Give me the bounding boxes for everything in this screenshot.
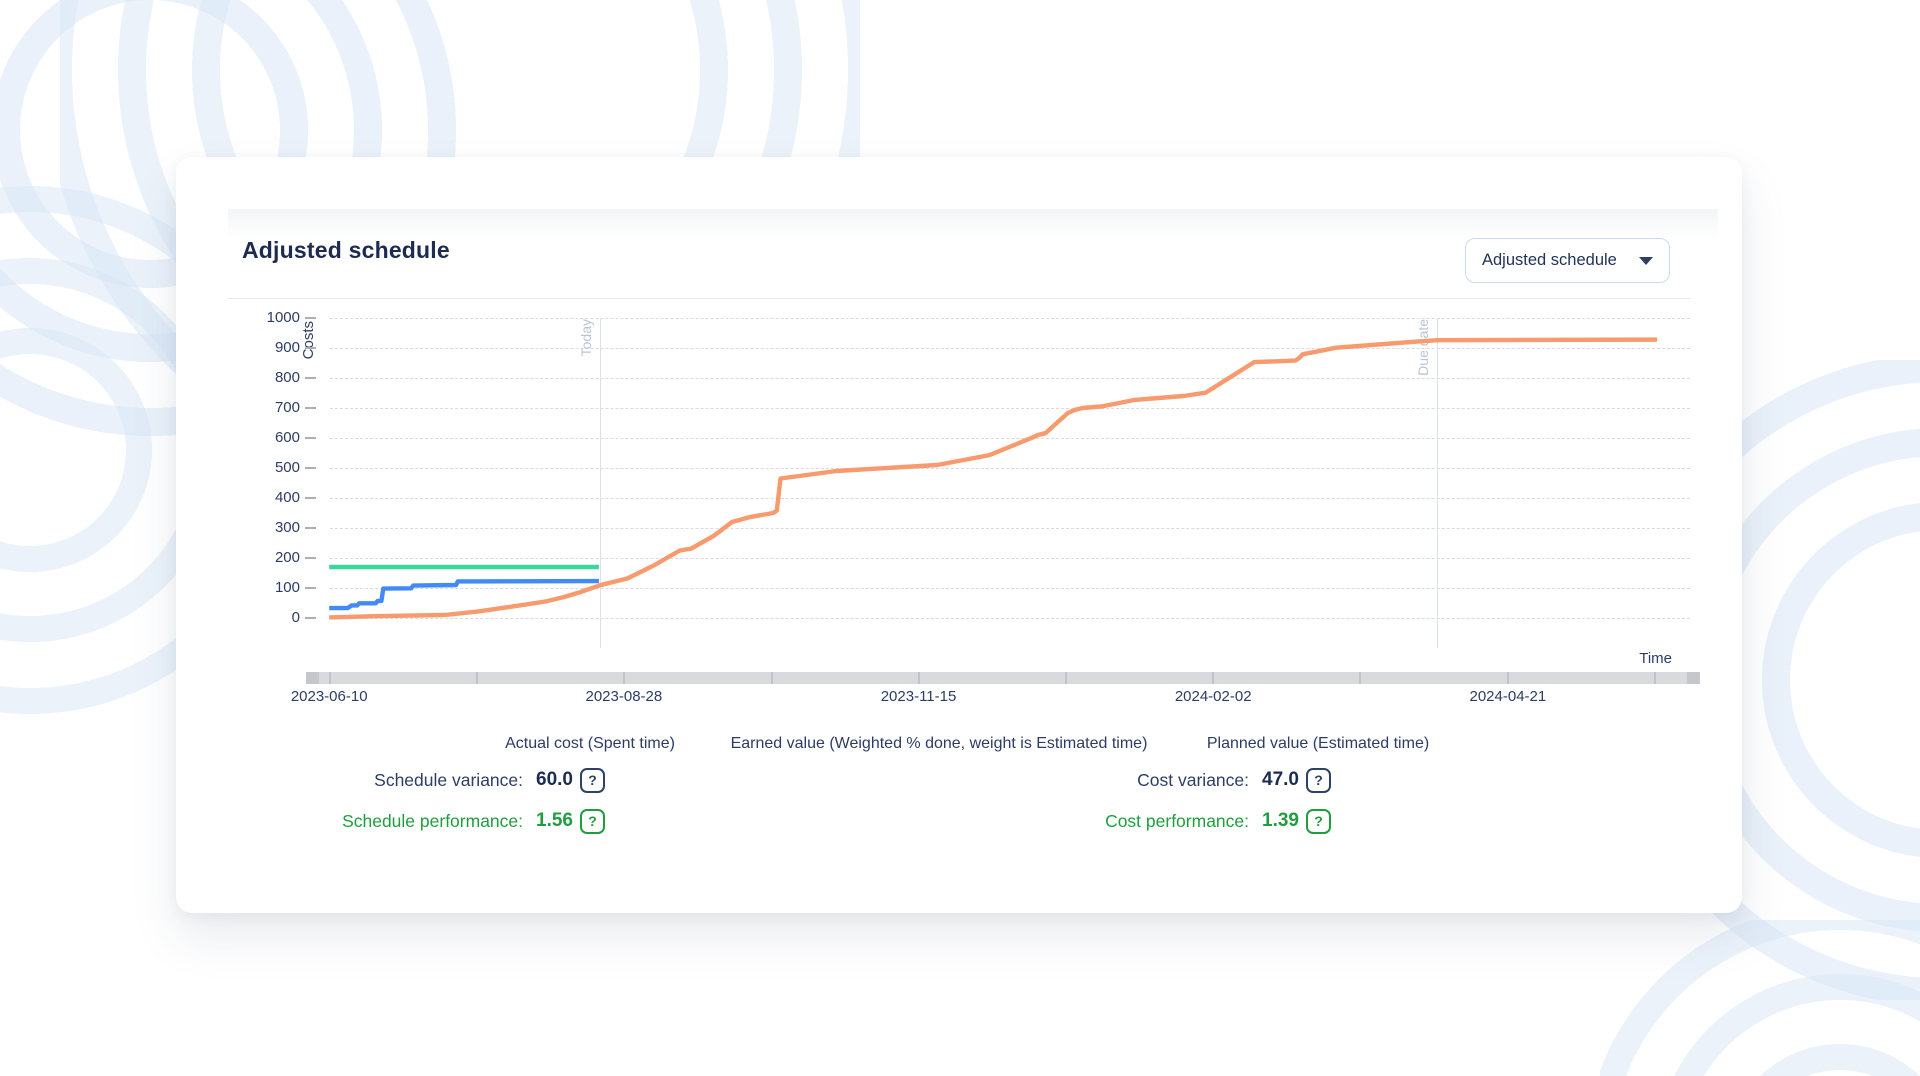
cost-stats: Cost variance: 47.0 ? Cost performance: … — [1105, 765, 1331, 836]
today-marker-label: Today — [577, 319, 594, 357]
scrollbar-tick — [917, 672, 920, 684]
y-axis-tick-mark — [305, 497, 316, 499]
gridline — [330, 558, 1690, 559]
chart-type-select[interactable]: Adjusted schedule — [1465, 238, 1670, 283]
chart-type-select-value: Adjusted schedule — [1482, 251, 1617, 269]
page-title: Adjusted schedule — [242, 237, 450, 263]
due-date-marker-line — [1437, 318, 1438, 648]
help-icon[interactable]: ? — [1306, 767, 1331, 793]
scrollbar-tick — [476, 672, 479, 684]
cost-performance-value: 1.39 — [1262, 810, 1299, 831]
legend-earned-value: Earned value (Weighted % done, weight is… — [730, 735, 1148, 752]
y-axis-tick-mark — [305, 437, 316, 439]
x-axis-tick-label: 2023-11-15 — [880, 688, 957, 705]
scrollbar-end-cap — [306, 672, 319, 684]
y-axis-tick-mark — [305, 347, 316, 349]
today-marker-line — [599, 318, 601, 648]
y-axis-tick-label: 300 — [274, 519, 300, 536]
gridline — [330, 468, 1690, 469]
y-axis-tick-label: 800 — [274, 369, 300, 386]
cost-performance-label: Cost performance: — [1105, 810, 1250, 831]
x-axis-tick-label: 2024-02-02 — [1174, 688, 1252, 705]
scrollbar-tick — [1359, 672, 1362, 684]
gridline — [330, 498, 1690, 499]
y-axis-tick-label: 1000 — [266, 309, 300, 326]
x-axis-tick-label: 2024-04-21 — [1469, 688, 1547, 705]
actual-cost-line — [329, 578, 599, 611]
legend-actual-cost: Actual cost (Spent time) — [505, 735, 675, 752]
scrollbar-tick — [1212, 672, 1215, 684]
scrollbar-tick — [623, 672, 626, 684]
header-gradient-strip — [228, 209, 1718, 239]
scrollbar-tick — [329, 672, 331, 684]
help-icon[interactable]: ? — [580, 767, 605, 793]
y-axis-tick-label: 900 — [274, 339, 300, 356]
y-axis-tick-label: 0 — [291, 609, 300, 626]
y-axis-tick-mark — [305, 587, 316, 589]
scrollbar-tick — [770, 672, 773, 684]
y-axis-tick-mark — [305, 317, 316, 319]
gridline — [330, 318, 1690, 319]
gridline — [330, 618, 1690, 619]
cost-performance-row: Cost performance: 1.39 ? — [1105, 806, 1331, 836]
legend-planned-value: Planned value (Estimated time) — [1206, 735, 1430, 752]
gridline — [330, 408, 1690, 409]
chart-horizontal-scrollbar[interactable] — [306, 672, 1700, 684]
scrollbar-end-cap — [1687, 672, 1700, 684]
schedule-variance-row: Schedule variance: 60.0 ? — [374, 765, 605, 795]
y-axis-tick-mark — [305, 557, 316, 559]
scrollbar-tick — [1653, 672, 1656, 684]
due-date-marker-label: Due date — [1415, 319, 1431, 376]
chevron-down-icon — [1639, 256, 1653, 265]
decorative-rings — [1600, 920, 1920, 1076]
schedule-performance-label: Schedule performance: — [342, 810, 524, 831]
help-icon[interactable]: ? — [1306, 808, 1331, 834]
y-axis-tick-mark — [305, 407, 316, 409]
gridline — [330, 348, 1690, 349]
cost-variance-row: Cost variance: 47.0 ? — [1137, 765, 1331, 795]
x-axis-title: Time — [1639, 650, 1672, 667]
schedule-performance-value: 1.56 — [536, 810, 573, 831]
y-axis-tick-mark — [305, 467, 316, 469]
y-axis-tick-mark — [305, 527, 316, 529]
y-axis-title: Costs — [300, 321, 317, 360]
y-axis-tick-label: 100 — [274, 579, 300, 596]
y-axis-tick-mark — [305, 377, 316, 379]
x-axis-tick-label: 2023-06-10 — [290, 688, 368, 705]
gridline — [330, 378, 1690, 379]
x-axis-tick-label: 2023-08-28 — [585, 688, 663, 705]
cost-variance-value: 47.0 — [1262, 769, 1299, 790]
cost-variance-label: Cost variance: — [1137, 769, 1250, 790]
gridline — [330, 438, 1690, 439]
schedule-stats: Schedule variance: 60.0 ? Schedule perfo… — [342, 765, 605, 836]
gridline — [330, 528, 1690, 529]
schedule-variance-label: Schedule variance: — [374, 769, 524, 790]
planned-value-line — [329, 337, 1658, 620]
help-icon[interactable]: ? — [580, 808, 605, 834]
gridline — [330, 588, 1690, 589]
y-axis-tick-label: 400 — [274, 489, 300, 506]
schedule-performance-row: Schedule performance: 1.56 ? — [342, 806, 605, 836]
y-axis-tick-label: 600 — [274, 429, 300, 446]
y-axis-tick-label: 700 — [274, 399, 300, 416]
evm-widget-card: Adjusted schedule Adjusted schedule Cost… — [176, 157, 1742, 913]
scrollbar-tick — [1506, 672, 1509, 684]
y-axis-tick-label: 200 — [274, 549, 300, 566]
scrollbar-tick — [1065, 672, 1067, 684]
y-axis-tick-label: 500 — [274, 459, 300, 476]
y-axis-tick-mark — [305, 617, 316, 619]
chart-top-border — [228, 298, 1691, 299]
schedule-variance-value: 60.0 — [536, 769, 573, 790]
